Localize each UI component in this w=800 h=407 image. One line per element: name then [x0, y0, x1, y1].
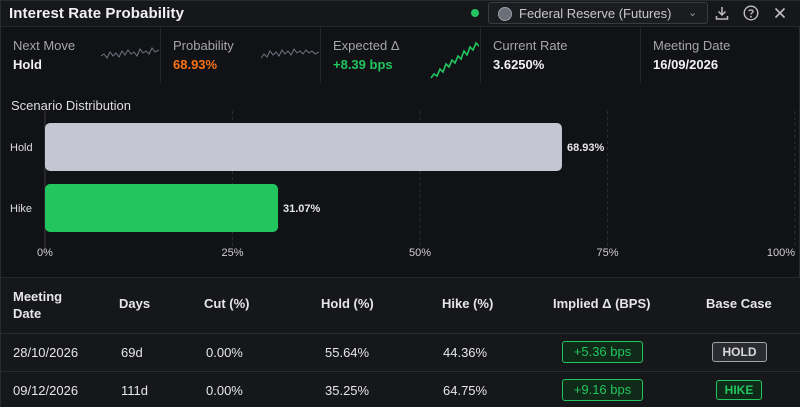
- source-select-label: Federal Reserve (Futures): [519, 6, 672, 21]
- table-header-days: Days: [119, 296, 151, 311]
- implied-delta-badge: +9.16 bps: [562, 379, 643, 401]
- stat-next-move: Next Move Hold: [1, 28, 161, 83]
- row-divider: [1, 371, 800, 372]
- cell-cut: 0.00%: [206, 383, 243, 398]
- stat-value: 3.6250%: [493, 57, 545, 72]
- cell-hike: 44.36%: [443, 345, 488, 360]
- stat-label: Probability: [173, 38, 234, 53]
- widget-header: Interest Rate Probability Federal Reserv…: [1, 1, 800, 27]
- table-header-meeting-date: Meeting Date: [13, 289, 63, 321]
- x-tick-label: 25%: [221, 247, 243, 259]
- stat-meeting-date: Meeting Date 16/09/2026: [641, 28, 800, 83]
- x-tick-label: 0%: [37, 247, 53, 259]
- bar-hike: [45, 184, 279, 232]
- cell-hike: 64.75%: [443, 383, 488, 398]
- sparkline-next-move: [101, 47, 159, 59]
- bar-hold: [45, 123, 562, 171]
- table-header-implied: Implied Δ (BPS): [553, 296, 651, 311]
- bar-category-label: Hold: [10, 142, 33, 154]
- source-select[interactable]: Federal Reserve (Futures) ⌄: [488, 2, 708, 24]
- cell-cut: 0.00%: [206, 345, 243, 360]
- download-icon[interactable]: [713, 4, 731, 22]
- federal-reserve-seal-icon: [498, 7, 512, 21]
- table-header-hold: Hold (%): [321, 296, 374, 311]
- sparkline-expected-delta: [430, 41, 479, 79]
- chart-title: Scenario Distribution: [11, 98, 131, 113]
- table-header-cut: Cut (%): [204, 296, 250, 311]
- stat-value: 68.93%: [173, 57, 218, 72]
- cell-hold: 55.64%: [325, 345, 370, 360]
- widget-title: Interest Rate Probability: [9, 5, 185, 22]
- chevron-down-icon: ⌄: [688, 7, 698, 19]
- cell-days: 69d: [121, 345, 143, 360]
- stat-label: Meeting Date: [653, 38, 731, 53]
- base-case-badge-hold: HOLD: [712, 342, 767, 362]
- bar-value-label: 31.07%: [283, 203, 321, 215]
- stat-current-rate: Current Rate 3.6250%: [481, 28, 641, 83]
- bar-value-label: 68.93%: [567, 142, 605, 154]
- stat-expected-delta: Expected Δ +8.39 bps: [321, 28, 481, 83]
- row-divider: [1, 333, 800, 334]
- x-tick-label: 100%: [767, 247, 795, 259]
- implied-delta-badge: +5.36 bps: [562, 341, 643, 363]
- bar-category-label: Hike: [10, 203, 32, 215]
- x-tick-label: 50%: [409, 247, 431, 259]
- sparkline-probability: [261, 48, 319, 59]
- stat-label: Next Move: [13, 38, 76, 53]
- stat-value: 16/09/2026: [653, 57, 719, 72]
- table-header-base-case: Base Case: [706, 296, 772, 311]
- meetings-table: Meeting Date Days Cut (%) Hold (%) Hike …: [1, 277, 800, 407]
- cell-date: 09/12/2026: [13, 383, 79, 398]
- cell-hold: 35.25%: [325, 383, 370, 398]
- stat-label: Expected Δ: [333, 38, 400, 53]
- cell-days: 111d: [121, 383, 148, 398]
- stat-label: Current Rate: [493, 38, 568, 53]
- help-icon[interactable]: [742, 4, 760, 22]
- scenario-chart: Hold 68.93% Hike 31.07% 0% 25% 50% 75% 100%: [1, 111, 800, 281]
- stat-value: Hold: [13, 57, 42, 72]
- table-header-hike: Hike (%): [442, 296, 494, 311]
- close-icon[interactable]: [771, 4, 789, 22]
- live-status-dot: [471, 9, 479, 17]
- stat-value: +8.39 bps: [333, 57, 393, 72]
- stat-probability: Probability 68.93%: [161, 28, 321, 83]
- base-case-badge-hike: HIKE: [716, 380, 762, 400]
- scenario-chart-svg: Hold 68.93% Hike 31.07% 0% 25% 50% 75% 100%: [10, 111, 796, 259]
- cell-date: 28/10/2026: [13, 345, 79, 360]
- x-tick-label: 75%: [596, 247, 618, 259]
